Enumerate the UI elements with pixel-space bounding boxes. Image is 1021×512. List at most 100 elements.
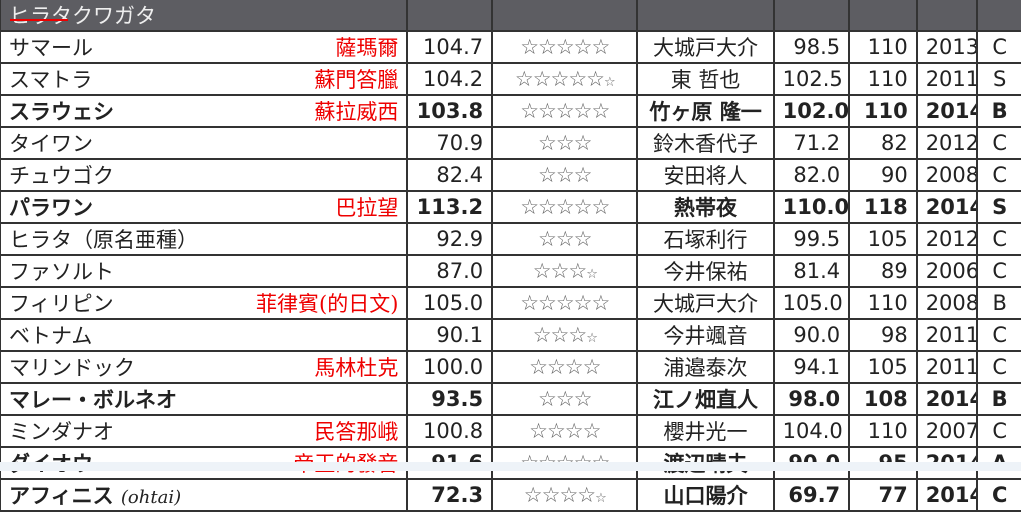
variety-name: マリンドック: [9, 356, 135, 380]
size-value: 105.0: [406, 286, 494, 320]
size-value: 92.9: [406, 222, 494, 256]
variety-cell: ヒラタ（原名亜種）: [0, 222, 409, 256]
variety-cell: パラワン 巴拉望: [0, 190, 409, 224]
variety-cell: ミンダナオ 民答那峨: [0, 414, 409, 448]
max-value: 98: [848, 318, 918, 352]
breeder-name: 鈴木香代子: [636, 126, 775, 160]
variety-name: フィリピン: [9, 292, 114, 316]
variety-name: スラウェシ: [9, 100, 114, 124]
variety-name: ミンダナオ: [9, 420, 114, 444]
grade: C: [976, 126, 1021, 160]
table-row: ヒラタ（原名亜種） 92.9 ☆☆☆ 石塚利行 99.5 105 2012 C: [0, 222, 1021, 256]
table-row: タイワン 70.9 ☆☆☆ 鈴木香代子 71.2 82 2012 C: [0, 126, 1021, 160]
size-value: 113.2: [406, 190, 494, 224]
record-value: 102.0: [772, 94, 851, 128]
chinese-annotation: 蘇拉威西: [314, 100, 399, 124]
record-value: 90.0: [772, 318, 851, 352]
variety-name: チュウゴク: [9, 164, 114, 188]
size-value: 90.1: [406, 318, 494, 352]
variety-cell: サマール 薩瑪爾: [0, 30, 409, 64]
variety-cell: ファソルト: [0, 254, 409, 288]
record-value: 94.1: [772, 350, 851, 384]
year: 2008: [915, 286, 979, 320]
variety-cell: マレー・ボルネオ: [0, 382, 409, 416]
rating-cell: ☆☆☆: [491, 382, 639, 416]
size-value: 82.4: [406, 158, 494, 192]
breeder-name: 浦邉泰次: [636, 350, 775, 384]
breeder-name: 山口陽介: [636, 478, 775, 512]
record-value: 104.0: [772, 414, 851, 448]
grade: C: [976, 158, 1021, 192]
breeder-name: 今井颯音: [636, 318, 775, 352]
rating-stars: ☆☆☆☆: [529, 419, 601, 443]
size-value: 104.2: [406, 62, 494, 96]
grade: B: [976, 286, 1021, 320]
breeder-name: 江ノ畑直人: [636, 382, 775, 416]
table-row: サマール 薩瑪爾 104.7 ☆☆☆☆☆ 大城戸大介 98.5 110 2013 C: [0, 30, 1021, 64]
year: 2006: [915, 254, 979, 288]
variety-cell: マリンドック 馬林杜克: [0, 350, 409, 384]
rating-cell: ☆☆☆☆: [491, 254, 639, 288]
rating-stars: ☆☆☆☆: [529, 355, 601, 379]
rating-cell: ☆☆☆☆☆: [491, 190, 639, 224]
table-row: スマトラ 蘇門答臘 104.2 ☆☆☆☆☆☆ 東 哲也 102.5 110 2011 S: [0, 62, 1021, 96]
variety-name: パラワン: [9, 196, 93, 220]
table-row: チュウゴク 82.4 ☆☆☆ 安田将人 82.0 90 2008 C: [0, 158, 1021, 192]
variety-name: マレー・ボルネオ: [9, 388, 177, 412]
variety-name: ファソルト: [9, 260, 114, 284]
rating-cell: ☆☆☆☆☆: [491, 286, 639, 320]
rating-stars: ☆☆☆: [538, 163, 592, 187]
max-value: 105: [848, 350, 918, 384]
max-value: 110: [848, 94, 918, 128]
max-value: 77: [848, 478, 918, 512]
max-value: 118: [848, 190, 918, 224]
variety-name: タイワン: [9, 132, 93, 156]
max-value: 82: [848, 126, 918, 160]
variety-cell: タイワン: [0, 126, 409, 160]
size-value: 93.5: [406, 382, 494, 416]
variety-name: スマトラ: [9, 68, 93, 92]
table-row: フィリピン 菲律賓(的日文) 105.0 ☆☆☆☆☆ 大城戸大介 105.0 110 2008…: [0, 286, 1021, 320]
year: 2012: [915, 222, 979, 256]
year: 2013: [915, 30, 979, 64]
record-value: 71.2: [772, 126, 851, 160]
size-value: 72.3: [406, 478, 494, 512]
rating-cell: ☆☆☆☆☆: [491, 94, 639, 128]
variety-cell: ベトナム: [0, 318, 409, 352]
size-value: 100.0: [406, 350, 494, 384]
rating-stars: ☆☆☆: [538, 387, 592, 411]
chinese-annotation: 蘇門答臘: [314, 68, 399, 92]
record-value: 98.0: [772, 382, 851, 416]
variety-cell: スラウェシ 蘇拉威西: [0, 94, 409, 128]
size-value: 100.8: [406, 414, 494, 448]
rating-cell: ☆☆☆: [491, 158, 639, 192]
red-underline-annotation: [10, 19, 68, 21]
header-title: ヒラタクワガタ: [0, 0, 409, 32]
chinese-annotation: 民答那峨: [314, 420, 399, 444]
max-value: 89: [848, 254, 918, 288]
variety-cell: チュウゴク: [0, 158, 409, 192]
grade: C: [976, 254, 1021, 288]
rating-stars: ☆☆☆☆☆: [520, 35, 610, 59]
breeder-name: 大城戸大介: [636, 286, 775, 320]
grade: S: [976, 190, 1021, 224]
max-value: 90: [848, 158, 918, 192]
rating-stars: ☆☆☆☆☆: [520, 195, 610, 219]
grade: C: [976, 478, 1021, 512]
rating-stars: ☆☆☆☆☆: [523, 483, 607, 507]
breeder-name: 竹ヶ原 隆一: [636, 94, 775, 128]
rating-cell: ☆☆☆: [491, 222, 639, 256]
rating-stars: ☆☆☆☆☆☆: [514, 67, 616, 91]
rating-cell: ☆☆☆: [491, 126, 639, 160]
chinese-annotation: 菲律賓(的日文): [256, 292, 399, 316]
rating-cell: ☆☆☆☆☆: [491, 30, 639, 64]
chinese-annotation: 薩瑪爾: [335, 36, 399, 60]
rating-stars: ☆☆☆☆: [532, 259, 598, 283]
breeder-name: 石塚利行: [636, 222, 775, 256]
year: 2011: [915, 62, 979, 96]
rating-cell: ☆☆☆☆: [491, 318, 639, 352]
size-value: 87.0: [406, 254, 494, 288]
